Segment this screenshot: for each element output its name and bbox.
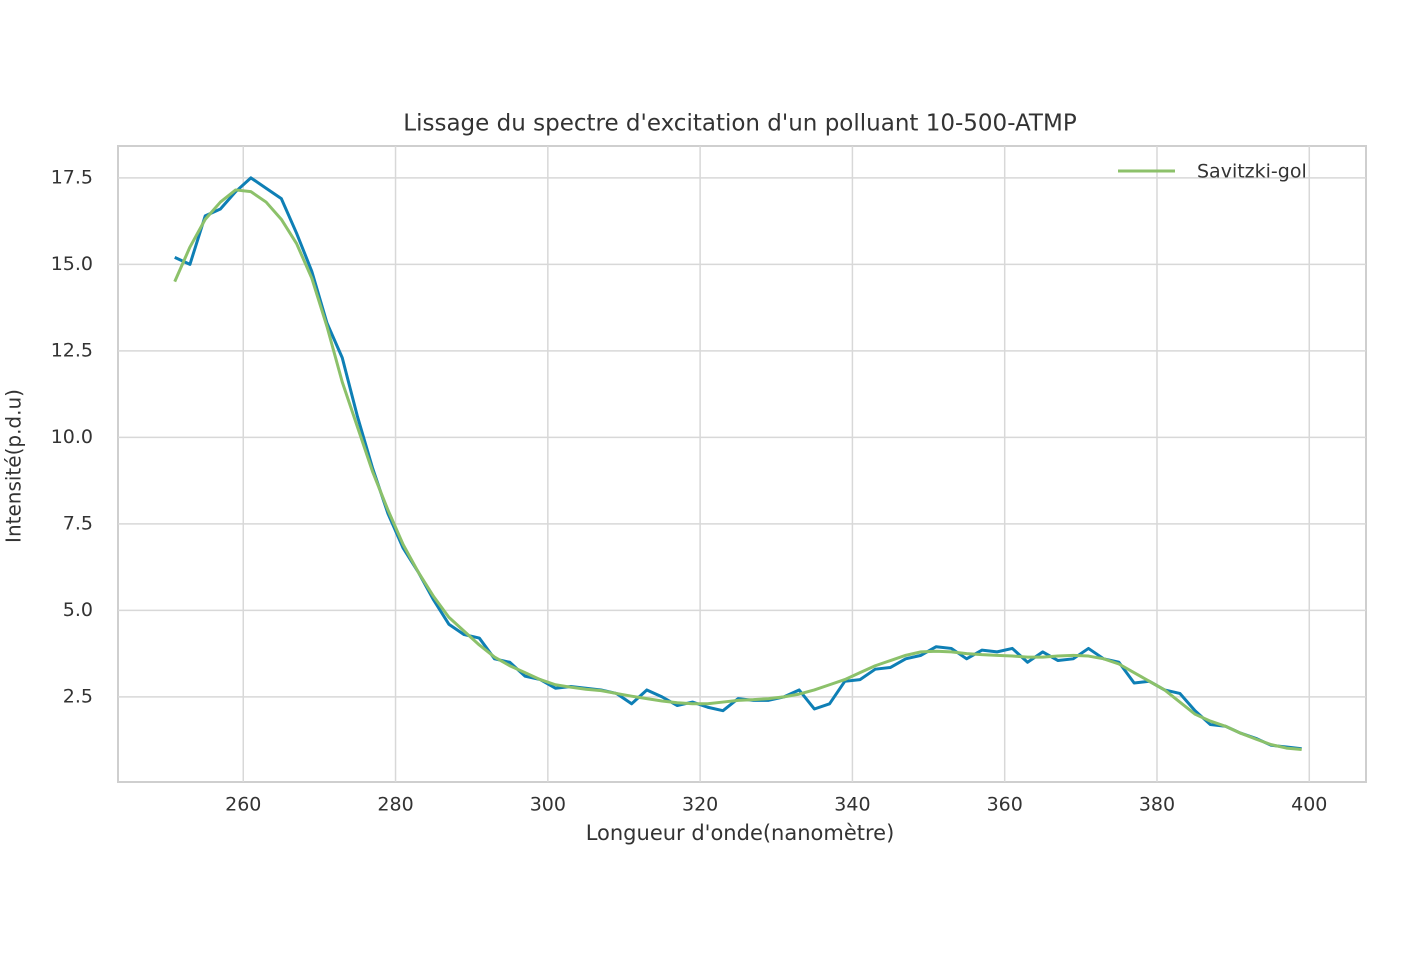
x-tick-label: 320 [682,794,718,816]
y-tick-label: 10.0 [51,426,93,448]
x-tick-label: 340 [834,794,870,816]
x-tick-label: 360 [987,794,1023,816]
x-tick-label: 300 [530,794,566,816]
y-tick-label: 5.0 [63,599,93,621]
x-tick-label: 380 [1139,794,1175,816]
y-tick-label: 7.5 [63,512,93,534]
x-tick-label: 400 [1291,794,1327,816]
x-tick-label: 260 [225,794,261,816]
x-axis-label: Longueur d'onde(nanomètre) [586,821,895,845]
y-tick-label: 12.5 [51,339,93,361]
legend-label: Savitzki-gol [1197,161,1307,183]
chart-title: Lissage du spectre d'excitation d'un pol… [403,111,1077,137]
data-line [173,188,1302,751]
y-tick-label: 2.5 [63,685,93,707]
y-axis-label: Intensité(p.d.u) [2,389,26,543]
plot-area [117,145,1367,783]
x-tick-label: 280 [377,794,413,816]
y-tick-label: 15.0 [51,253,93,275]
y-tick-label: 17.5 [51,166,93,188]
